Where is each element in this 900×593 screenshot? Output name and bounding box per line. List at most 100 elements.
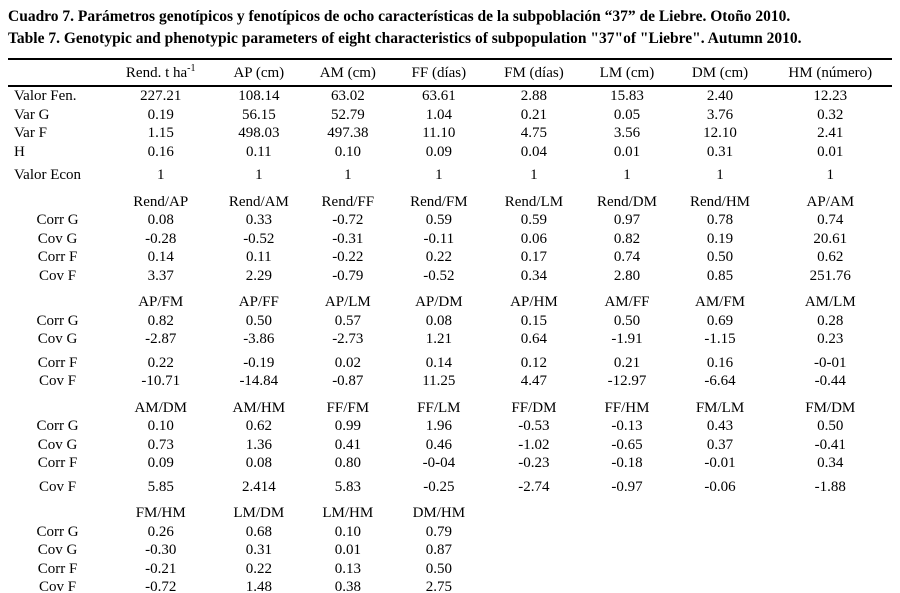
value-cell: 0.37 xyxy=(706,436,734,453)
parameters-table: Rend. t ha-1 AP (cm) AM (cm) FF (días) FM (d… xyxy=(8,57,892,593)
pair-header-cell: FM/DM xyxy=(805,399,856,416)
value-cell: 0.97 xyxy=(613,212,641,229)
value-cell: 2.80 xyxy=(613,267,641,284)
value-cell: 1.48 xyxy=(245,579,272,593)
column-header: HM (número) xyxy=(788,64,873,81)
pair-header-cell: FF/LM xyxy=(417,399,461,416)
table-row: Corr G 0.26 0.68 0.10 0.79 xyxy=(8,523,892,542)
row-label: Cov F xyxy=(39,579,77,593)
table-row: Var G 0.19 56.15 52.79 1.04 0.21 0.05 3.76 0.32 xyxy=(8,106,892,125)
pair-header-cell: AP/DM xyxy=(415,294,463,311)
row-label-empty xyxy=(8,391,107,418)
value-cell: 0.23 xyxy=(817,331,844,348)
value-cell: 1.04 xyxy=(425,106,452,123)
value-cell: -0-01 xyxy=(814,354,847,371)
value-cell: -0.22 xyxy=(332,249,364,266)
value-cell: -0-04 xyxy=(422,455,456,472)
value-cell: 0.05 xyxy=(613,106,641,123)
value-cell: 108.14 xyxy=(238,88,280,105)
value-cell xyxy=(582,541,671,560)
value-cell: 2.29 xyxy=(245,267,272,284)
value-cell xyxy=(485,578,582,593)
value-cell: 0.01 xyxy=(817,143,844,160)
value-cell: 0.04 xyxy=(520,143,548,160)
value-cell: 0.14 xyxy=(147,249,174,266)
value-cell: 0.22 xyxy=(425,249,452,266)
value-cell xyxy=(485,560,582,579)
value-cell: 0.09 xyxy=(147,455,174,472)
value-cell: 0.31 xyxy=(706,143,734,160)
pair-header-cell: AP/FF xyxy=(238,294,279,311)
table-row: Cov F -0.72 1.48 0.38 2.75 xyxy=(8,578,892,593)
value-cell: 2.41 xyxy=(817,125,844,142)
value-cell: 0.59 xyxy=(520,212,548,229)
value-cell: 0.12 xyxy=(520,354,548,371)
column-header: DM (cm) xyxy=(691,64,749,81)
value-cell xyxy=(582,523,671,542)
table-row: Corr G 0.82 0.50 0.57 0.08 0.15 0.50 0.69 0.28 xyxy=(8,312,892,331)
value-cell xyxy=(769,560,892,579)
column-header: AM (cm) xyxy=(319,64,376,81)
value-cell xyxy=(582,578,671,593)
value-cell: 0.28 xyxy=(817,312,844,329)
table-row: Cov F 5.85 2.414 5.83 -0.25 -2.74 -0.97 -0.06 -1… xyxy=(8,473,892,497)
value-cell: -1.02 xyxy=(518,436,550,453)
value-cell: 1 xyxy=(156,167,165,184)
value-cell: 1 xyxy=(255,167,263,184)
row-label: Cov G xyxy=(37,542,78,559)
row-label: Corr F xyxy=(37,249,78,266)
value-cell: 0.85 xyxy=(706,267,734,284)
value-cell: -0.11 xyxy=(423,230,455,247)
value-cell: -0.44 xyxy=(814,373,846,390)
table-caption-spanish: Cuadro 7. Parámetros genotípicos y fenot… xyxy=(8,8,791,25)
value-cell: -0.41 xyxy=(814,436,846,453)
row-label: Corr G xyxy=(36,312,79,329)
table-row: Cov G -0.30 0.31 0.01 0.87 xyxy=(8,541,892,560)
row-label: Corr G xyxy=(36,418,79,435)
pair-header-cell: LM/HM xyxy=(322,505,374,522)
pair-header-cell: DM/HM xyxy=(412,505,466,522)
value-cell: -12.97 xyxy=(607,373,647,390)
value-cell: -0.01 xyxy=(704,455,736,472)
pair-header-cell: AP/FM xyxy=(138,294,184,311)
value-cell: -2.73 xyxy=(332,331,364,348)
pair-header-cell xyxy=(485,496,582,523)
value-cell: 0.73 xyxy=(147,436,174,453)
value-cell: -0.28 xyxy=(145,230,177,247)
value-cell: 63.02 xyxy=(330,88,365,105)
table-row: Corr F 0.22 -0.19 0.02 0.14 0.12 0.21 0.16 -0-01 xyxy=(8,349,892,373)
value-cell: 0.13 xyxy=(334,560,361,577)
row-label: Cov F xyxy=(39,373,77,390)
value-cell: 0.16 xyxy=(147,143,174,160)
row-label: Corr G xyxy=(36,212,79,229)
pair-header-cell: Rend/AP xyxy=(133,193,189,210)
value-cell xyxy=(485,523,582,542)
value-cell: 0.19 xyxy=(706,230,734,247)
value-cell: 12.10 xyxy=(703,125,737,142)
value-cell: 0.41 xyxy=(334,436,361,453)
row-label: Corr F xyxy=(37,560,78,577)
table-caption-english: Table 7. Genotypic and phenotypic parame… xyxy=(8,30,802,48)
value-cell: -0.19 xyxy=(243,354,275,371)
value-cell: 12.23 xyxy=(813,88,848,105)
value-cell xyxy=(769,523,892,542)
value-cell: 227.21 xyxy=(140,88,182,105)
row-label-empty xyxy=(8,496,107,523)
value-cell: 0.50 xyxy=(706,249,734,266)
value-cell: 2.75 xyxy=(425,579,452,593)
value-cell: 0.10 xyxy=(334,523,361,540)
row-label: Cov F xyxy=(39,478,77,495)
value-cell: 3.56 xyxy=(613,125,641,142)
value-cell: 498.03 xyxy=(238,125,280,142)
pair-header-cell: FM/HM xyxy=(135,505,186,522)
table-row: Corr F 0.09 0.08 0.80 -0-04 -0.23 -0.18 -0.01 0.… xyxy=(8,454,892,473)
value-cell: 2.414 xyxy=(241,478,276,495)
value-cell: 0.99 xyxy=(334,418,361,435)
value-cell: 1.15 xyxy=(147,125,174,142)
value-cell xyxy=(671,523,768,542)
value-cell: -0.21 xyxy=(145,560,177,577)
value-cell: 0.69 xyxy=(706,312,734,329)
value-cell: 0.50 xyxy=(245,312,272,329)
row-label: Corr G xyxy=(36,523,79,540)
